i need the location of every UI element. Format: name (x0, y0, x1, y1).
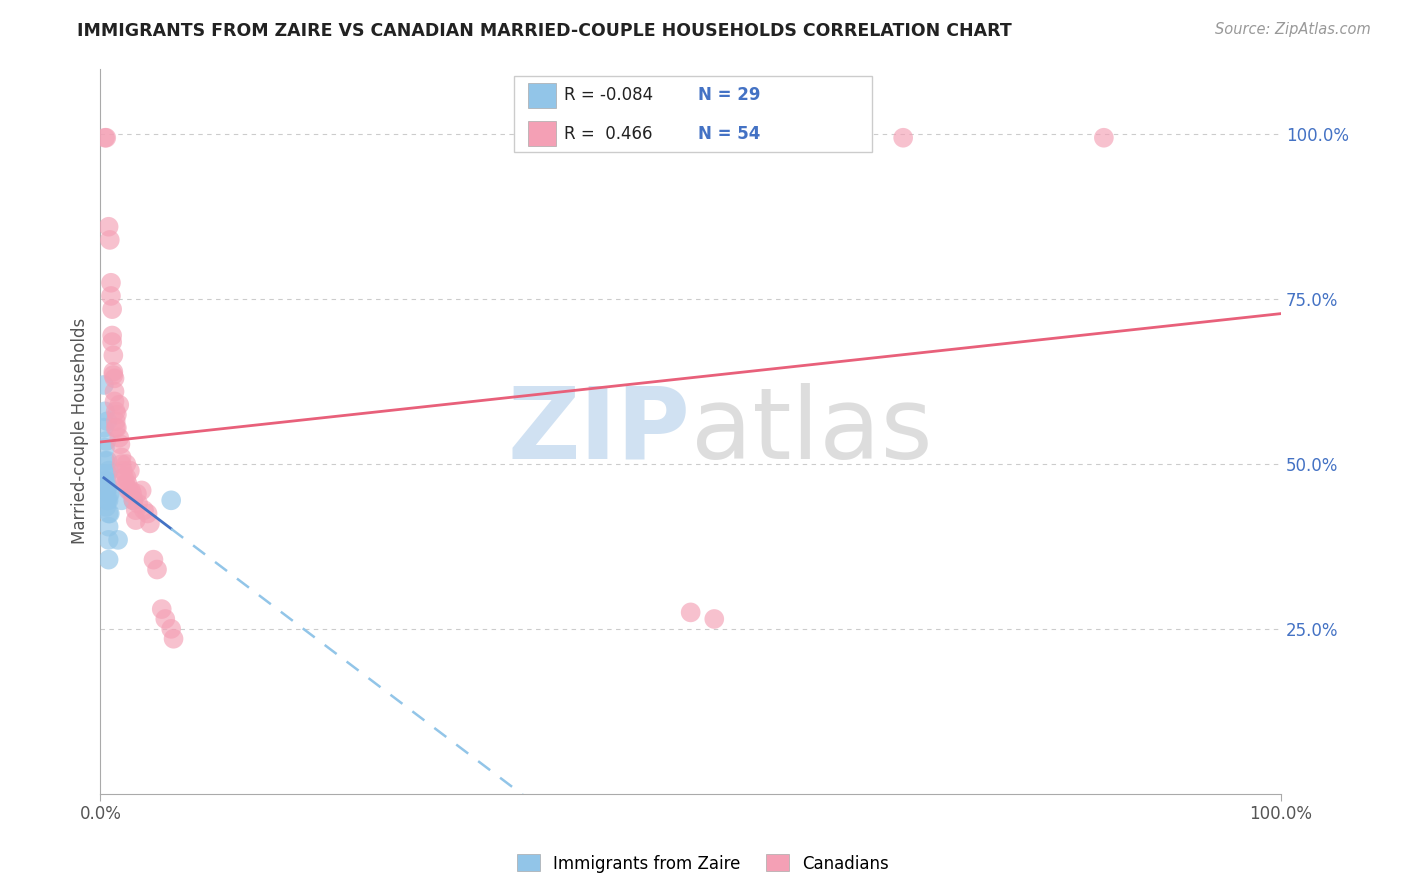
Point (122, 493, 145, 508)
Point (93, 378, 115, 392)
Point (97, 533, 120, 547)
Point (96, 454, 118, 468)
Point (97, 480, 120, 494)
Point (96, 480, 118, 494)
Point (94, 454, 117, 468)
Point (125, 503, 148, 517)
Point (98, 487, 121, 501)
Point (96, 493, 118, 508)
Point (110, 493, 132, 508)
Point (96, 474, 118, 488)
Point (121, 487, 143, 501)
Point (104, 414, 127, 428)
Point (98, 507, 121, 521)
Point (112, 470, 135, 484)
Point (94, 130, 117, 145)
Y-axis label: Married-couple Households: Married-couple Households (72, 318, 89, 544)
Point (100, 276, 122, 290)
Text: R = -0.084: R = -0.084 (564, 87, 654, 104)
Point (104, 421, 127, 435)
Point (150, 602, 173, 616)
Point (160, 622, 183, 636)
Point (108, 431, 131, 445)
Text: ZIP: ZIP (508, 383, 690, 480)
Point (891, 130, 914, 145)
Point (107, 533, 129, 547)
Point (110, 437, 132, 451)
Point (96, 500, 118, 514)
Point (97, 219, 120, 234)
Point (679, 606, 702, 620)
Point (127, 497, 149, 511)
Point (98, 233, 121, 247)
Point (114, 476, 136, 491)
Point (94, 441, 117, 455)
Point (118, 464, 141, 478)
Point (101, 302, 124, 317)
Point (101, 335, 124, 350)
Point (108, 398, 131, 412)
Point (162, 632, 184, 646)
Point (100, 289, 122, 303)
Point (97, 507, 120, 521)
Point (131, 483, 153, 498)
Point (104, 404, 127, 418)
Point (96, 493, 118, 508)
Text: IMMIGRANTS FROM ZAIRE VS CANADIAN MARRIED-COUPLE HOUSEHOLDS CORRELATION CHART: IMMIGRANTS FROM ZAIRE VS CANADIAN MARRIE… (77, 22, 1012, 40)
Point (94, 467, 117, 481)
Point (103, 348, 125, 362)
Point (103, 365, 125, 379)
Point (97, 519, 120, 533)
Point (101, 328, 124, 343)
Point (103, 384, 125, 399)
Point (117, 476, 139, 491)
Point (142, 552, 165, 566)
Point (103, 368, 125, 382)
Point (105, 421, 128, 435)
Point (93, 421, 115, 435)
Text: N = 54: N = 54 (697, 125, 761, 143)
Point (146, 562, 169, 576)
Point (110, 457, 132, 471)
Point (122, 493, 145, 508)
Point (105, 408, 128, 422)
Point (96, 483, 118, 498)
Point (97, 464, 120, 478)
Point (125, 513, 148, 527)
Point (139, 516, 162, 531)
Point (103, 394, 125, 409)
Point (96, 467, 118, 481)
Point (160, 493, 183, 508)
Point (703, 612, 725, 626)
Point (125, 487, 148, 501)
Point (96, 414, 118, 428)
Point (1092, 130, 1115, 145)
Point (132, 503, 155, 517)
Text: atlas: atlas (690, 383, 932, 480)
Point (136, 507, 159, 521)
Point (111, 464, 134, 478)
Point (110, 450, 132, 465)
Point (96, 130, 118, 145)
Point (103, 371, 125, 385)
Text: R =  0.466: R = 0.466 (564, 125, 652, 143)
Point (97, 493, 120, 508)
Point (118, 483, 141, 498)
Point (97, 552, 120, 566)
Point (96, 434, 118, 448)
Point (115, 470, 138, 484)
Point (155, 612, 177, 626)
Text: Source: ZipAtlas.com: Source: ZipAtlas.com (1215, 22, 1371, 37)
Legend: Immigrants from Zaire, Canadians: Immigrants from Zaire, Canadians (510, 847, 896, 880)
Point (120, 483, 142, 498)
Point (94, 404, 117, 418)
Point (115, 457, 138, 471)
Text: N = 29: N = 29 (697, 87, 761, 104)
